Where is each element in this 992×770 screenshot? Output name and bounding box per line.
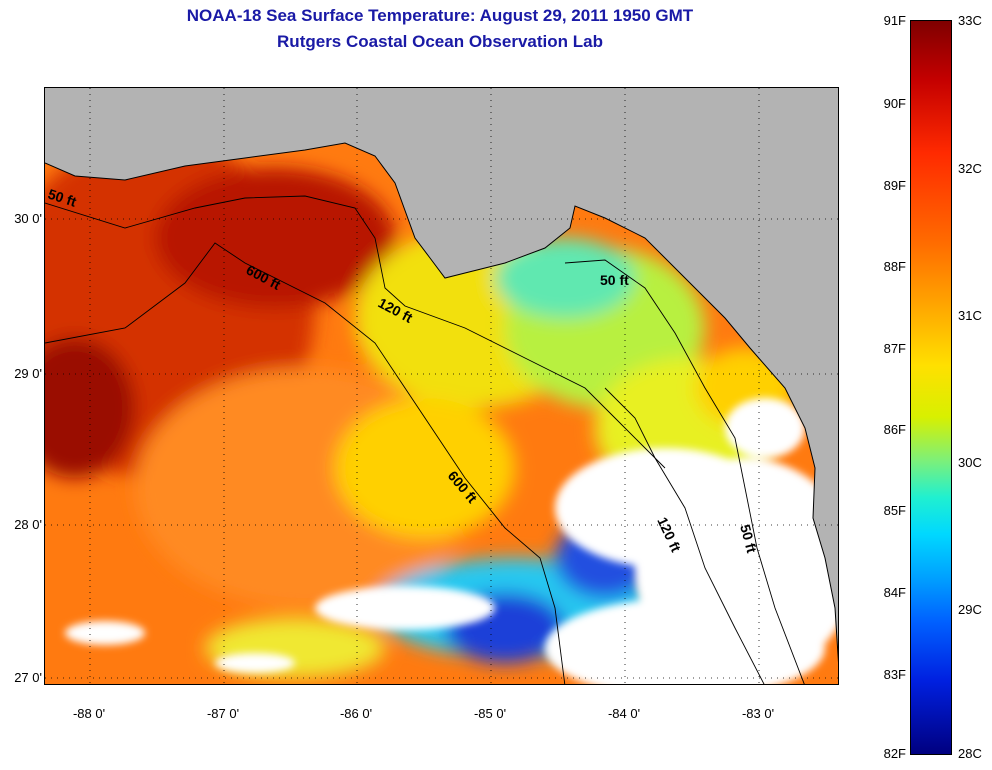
lon-label: -86 0' — [339, 706, 373, 721]
temperature-colorbar — [910, 20, 952, 755]
colorbar-c-label: 28C — [958, 746, 982, 761]
lat-label: 29 0' — [14, 366, 42, 381]
contour-label: 50 ft — [600, 272, 629, 288]
colorbar-f-label: 89F — [883, 178, 906, 193]
colorbar-c-label: 29C — [958, 602, 982, 617]
colorbar-c-label: 32C — [958, 161, 982, 176]
lat-label: 30 0' — [14, 211, 42, 226]
lon-label: -88 0' — [72, 706, 106, 721]
colorbar-f-label: 84F — [883, 585, 906, 600]
colorbar-f-label: 83F — [883, 667, 906, 682]
graticule — [45, 88, 838, 684]
contour-600ft — [45, 242, 566, 684]
colorbar-f-label: 90F — [883, 96, 906, 111]
colorbar-f-label: 88F — [883, 259, 906, 274]
colorbar-c-label: 31C — [958, 308, 982, 323]
sst-map: 50 ft 600 ft 120 ft 50 ft 600 ft 120 ft … — [44, 87, 839, 685]
colorbar-f-label: 86F — [883, 422, 906, 437]
coastline — [45, 142, 838, 663]
colorbar-c-label: 33C — [958, 13, 982, 28]
lon-label: -87 0' — [206, 706, 240, 721]
colorbar-f-label: 85F — [883, 503, 906, 518]
contour-120ft-east — [604, 387, 765, 684]
colorbar-c-label: 30C — [958, 455, 982, 470]
lat-label: 28 0' — [14, 517, 42, 532]
contour-120ft — [45, 195, 666, 469]
chart-subtitle: Rutgers Coastal Ocean Observation Lab — [277, 32, 603, 51]
lon-label: -84 0' — [607, 706, 641, 721]
lat-label: 27 0' — [14, 670, 42, 685]
sst-map-canvas: 50 ft 600 ft 120 ft 50 ft 600 ft 120 ft … — [45, 88, 838, 684]
colorbar-f-label: 91F — [883, 13, 906, 28]
chart-title: NOAA-18 Sea Surface Temperature: August … — [186, 6, 694, 25]
lon-label: -85 0' — [473, 706, 507, 721]
colorbar-f-label: 87F — [883, 341, 906, 356]
colorbar-f-label: 82F — [883, 746, 906, 761]
lon-label: -83 0' — [741, 706, 775, 721]
contour-label: 50 ft — [737, 523, 760, 555]
